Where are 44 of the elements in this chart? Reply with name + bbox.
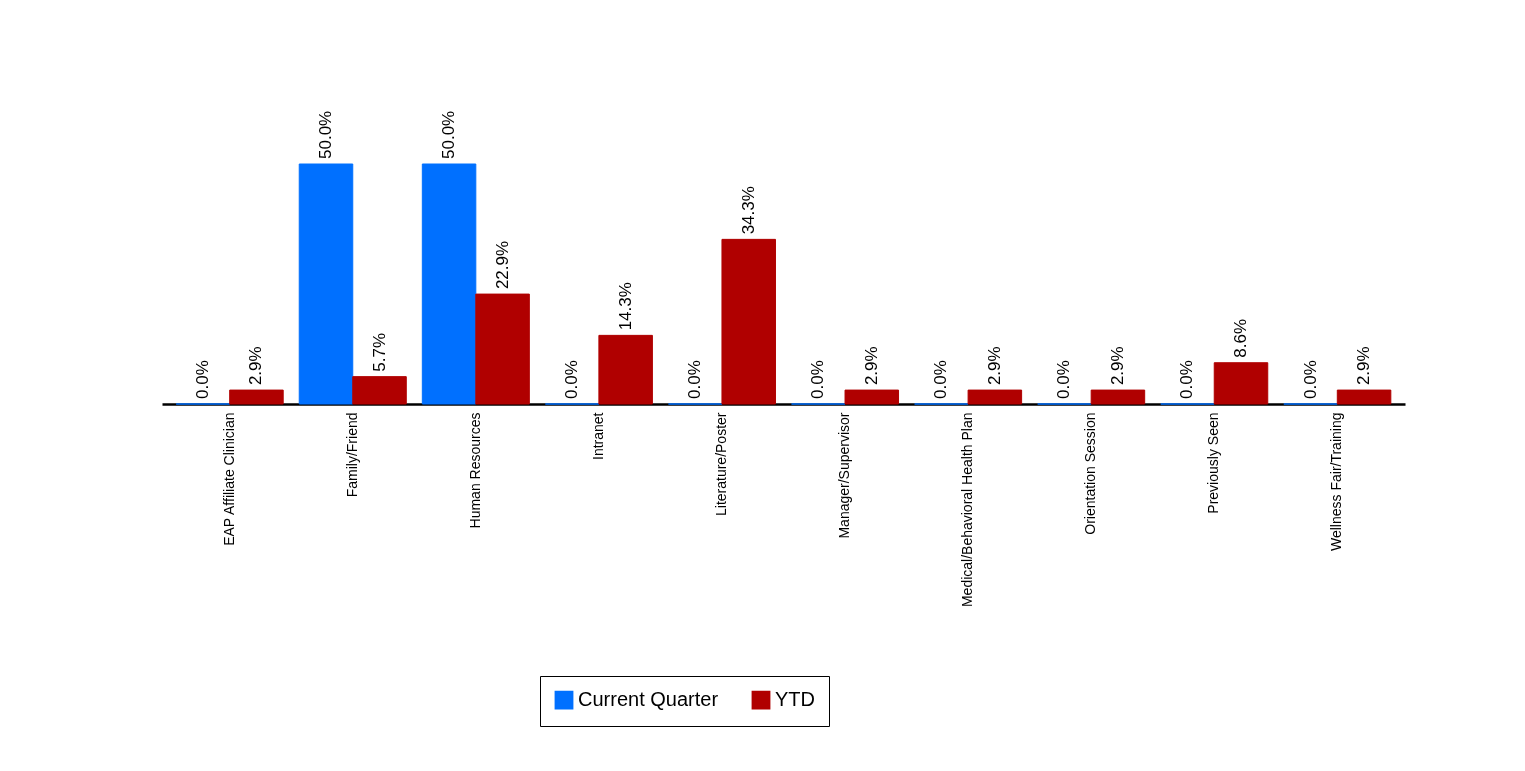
bar: [844, 389, 900, 405]
data-label: 0.0%: [192, 360, 212, 399]
data-label: 0.0%: [931, 360, 951, 399]
bar: [967, 389, 1023, 405]
x-tick-label: Manager/Supervisor: [836, 412, 853, 539]
data-label: 2.9%: [246, 346, 266, 386]
bar: [475, 293, 530, 405]
x-tick-label: Wellness Fair/Training: [1328, 412, 1345, 551]
data-label: 2.9%: [1107, 346, 1127, 386]
x-tick-label: Intranet: [589, 412, 606, 460]
data-label: 5.7%: [369, 332, 389, 372]
x-tick-label: Human Resources: [466, 412, 483, 529]
x-tick-label: Family/Friend: [343, 412, 360, 498]
x-tick-label: Medical/Behavioral Health Plan: [959, 412, 976, 608]
data-label: 8.6%: [1231, 318, 1250, 358]
data-label: 2.9%: [984, 346, 1004, 386]
data-label: 50.0%: [316, 110, 335, 159]
legend-label: YTD: [775, 688, 815, 711]
data-label: 0.0%: [562, 360, 582, 399]
data-label: 2.9%: [1354, 346, 1374, 386]
bar: [598, 334, 653, 405]
data-label: 0.0%: [1300, 360, 1320, 399]
data-label: 2.9%: [861, 346, 881, 386]
bar: [229, 389, 284, 405]
x-tick-label: Orientation Session: [1082, 412, 1099, 535]
x-tick-label: EAP Affiliate Clinician: [220, 412, 237, 546]
data-label: 0.0%: [808, 360, 828, 399]
data-label: 22.9%: [492, 240, 512, 290]
data-label: 14.3%: [615, 282, 635, 331]
bar: [352, 376, 407, 405]
x-tick-label: Literature/Poster: [712, 412, 729, 516]
bar: [1213, 362, 1269, 405]
bar: [421, 163, 477, 405]
data-label: 0.0%: [685, 360, 705, 399]
data-label: 0.0%: [1177, 360, 1197, 399]
x-tick-label: Previously Seen: [1205, 412, 1222, 514]
bar: [721, 238, 776, 405]
bar: [1336, 389, 1392, 405]
data-label: 34.3%: [738, 186, 758, 235]
bar: [1090, 389, 1146, 405]
data-label: 50.0%: [439, 110, 459, 159]
bar: [298, 163, 354, 405]
legend-label: Current Quarter: [578, 688, 719, 711]
data-label: 0.0%: [1054, 360, 1074, 399]
